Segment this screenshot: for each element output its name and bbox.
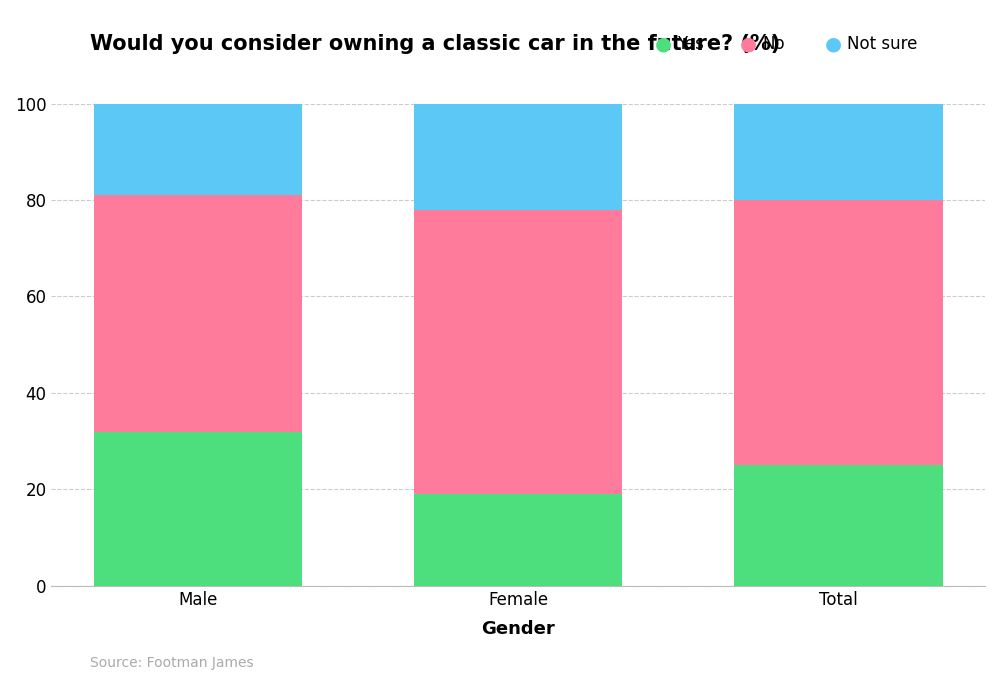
Bar xyxy=(414,103,622,209)
Text: Would you consider owning a classic car in the future? (%): Would you consider owning a classic car … xyxy=(90,34,780,54)
Text: Not sure: Not sure xyxy=(847,35,917,53)
Bar xyxy=(734,103,943,200)
Text: ●: ● xyxy=(740,35,757,54)
Bar xyxy=(94,195,302,432)
Bar xyxy=(94,103,302,195)
Text: Yes: Yes xyxy=(677,35,704,53)
X-axis label: Gender: Gender xyxy=(481,619,555,638)
Bar xyxy=(734,465,943,586)
Text: ●: ● xyxy=(825,35,842,54)
Bar xyxy=(414,494,622,586)
Bar xyxy=(414,209,622,494)
Bar xyxy=(94,432,302,586)
Text: Source: Footman James: Source: Footman James xyxy=(90,656,254,670)
Text: No: No xyxy=(762,35,785,53)
Text: ●: ● xyxy=(655,35,672,54)
Bar xyxy=(734,200,943,465)
